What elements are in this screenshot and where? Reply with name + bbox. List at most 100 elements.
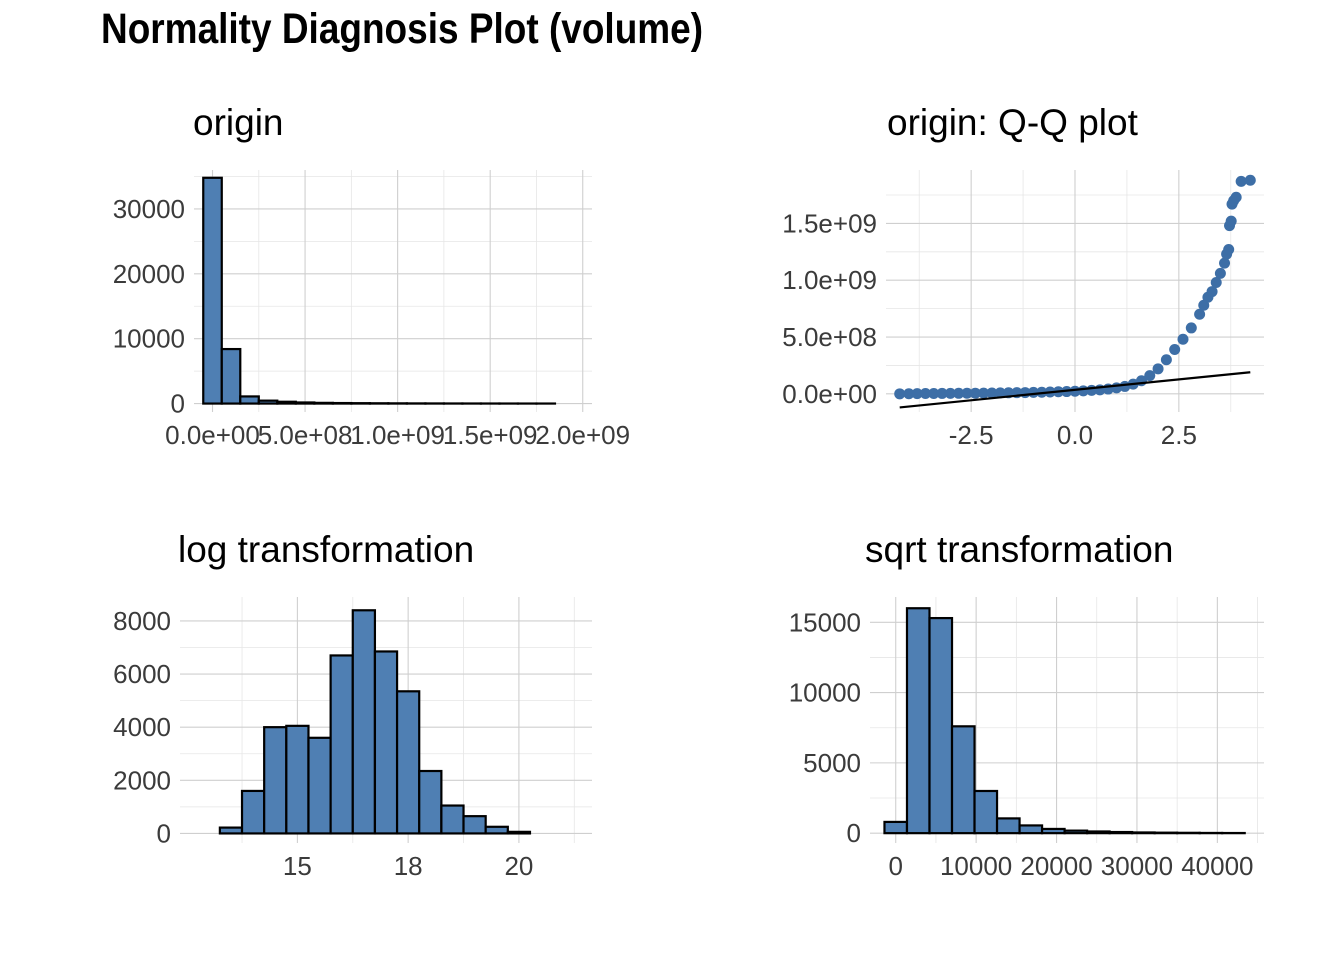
x-tick-label: 18: [394, 851, 423, 881]
qq-point: [919, 388, 931, 400]
histogram-bar: [506, 830, 532, 835]
qq-point: [936, 387, 948, 399]
histogram-bar: [276, 400, 297, 405]
qq-point: [1144, 370, 1156, 382]
histogram-bar: [240, 789, 266, 835]
y-tick-label: 6000: [113, 659, 171, 689]
qq-point: [994, 387, 1006, 399]
x-tick-label: 2.5: [1161, 420, 1197, 450]
histogram-bar: [395, 690, 421, 835]
qq-point: [1177, 333, 1189, 345]
qq-point: [1152, 363, 1164, 375]
histogram-bar: [462, 815, 487, 835]
x-tick-label: 1.0e+09: [350, 420, 445, 450]
histogram-bar: [307, 736, 332, 835]
histogram-bar: [928, 616, 954, 835]
x-tick-label: 30000: [1101, 851, 1173, 881]
x-tick-label: 0: [888, 851, 902, 881]
histogram-bar: [973, 789, 999, 835]
qq-point: [1069, 385, 1081, 397]
histogram-bar: [440, 804, 465, 835]
y-tick-label: 20000: [113, 259, 185, 289]
qq-point: [894, 388, 906, 400]
qq-point: [1230, 191, 1242, 203]
panel-origin: origin 0.0e+005.0e+081.0e+091.5e+092.0e+0…: [113, 102, 630, 450]
qq-point: [1223, 244, 1235, 256]
x-tick-label: 40000: [1181, 851, 1253, 881]
histogram-bar: [257, 399, 279, 405]
qq-point: [986, 387, 998, 399]
qq-point: [903, 388, 915, 400]
histogram-bar: [329, 654, 354, 835]
qq-point: [1160, 354, 1172, 366]
x-tick-label: 10000: [940, 851, 1012, 881]
histogram-bar: [263, 726, 288, 835]
qq-point: [969, 387, 981, 399]
x-tick-label: 1.5e+09: [443, 420, 538, 450]
histogram-bar: [905, 607, 931, 835]
y-tick-label: 1.0e+09: [782, 265, 877, 295]
qq-point: [911, 388, 923, 400]
histogram-bar: [1040, 827, 1066, 835]
y-tick-label: 10000: [789, 678, 861, 708]
page-title: Normality Diagnosis Plot (volume): [101, 5, 704, 53]
histogram-bar: [950, 725, 976, 835]
qq-point: [1225, 215, 1237, 227]
histogram-bar: [484, 825, 509, 835]
qq-point: [1235, 175, 1247, 187]
histogram-bar: [218, 826, 244, 835]
x-tick-label: 20000: [1020, 851, 1092, 881]
y-tick-label: 30000: [113, 194, 185, 224]
qq-point: [1185, 322, 1197, 334]
panel-title: origin: Q-Q plot: [887, 102, 1139, 143]
qq-point: [1169, 344, 1181, 356]
x-tick-label: 0.0: [1057, 420, 1093, 450]
histogram-bar: [294, 401, 316, 405]
histogram-bar: [331, 401, 353, 405]
y-tick-label: 15000: [789, 607, 861, 637]
qq-point: [1206, 286, 1218, 298]
histogram-bar: [1086, 830, 1111, 835]
histogram-bar: [1131, 831, 1156, 835]
y-tick-label: 1.5e+09: [782, 208, 877, 238]
y-tick-label: 0: [157, 818, 171, 848]
x-tick-label: -2.5: [949, 420, 994, 450]
histogram-bar: [418, 769, 443, 835]
histogram-bar: [1018, 824, 1044, 835]
qq-reference-line: [899, 371, 1251, 409]
qq-point: [1219, 257, 1231, 269]
x-tick-label: 5.0e+08: [258, 420, 353, 450]
histogram-bar: [313, 401, 334, 405]
histogram-bar: [202, 176, 223, 405]
y-tick-label: 5000: [803, 748, 861, 778]
histogram-bar: [373, 650, 399, 835]
qq-point: [1244, 174, 1256, 186]
panel-title: origin: [193, 102, 284, 143]
qq-point: [944, 387, 956, 399]
qq-point: [953, 387, 965, 399]
histogram-bar: [1108, 830, 1134, 835]
y-tick-label: 10000: [113, 324, 185, 354]
qq-point: [1194, 308, 1206, 320]
histogram-bar: [351, 609, 377, 835]
histogram-bar: [995, 817, 1021, 835]
qq-point: [928, 387, 940, 399]
y-tick-label: 4000: [113, 712, 171, 742]
y-tick-label: 2000: [113, 765, 171, 795]
y-tick-label: 5.0e+08: [782, 322, 877, 352]
x-tick-label: 2.0e+09: [535, 420, 630, 450]
y-tick-label: 0: [847, 818, 861, 848]
panel-sqrt: sqrt transformation 0 10000 20000 30000 40000…: [789, 529, 1264, 881]
panel-qq: origin: Q-Q plot -2.5 0.0 2.5 0.0e+00 5.0e+08…: [782, 102, 1264, 450]
panel-title: log transformation: [178, 529, 474, 570]
x-tick-label: 15: [283, 851, 312, 881]
y-tick-label: 8000: [113, 606, 171, 636]
histogram-bar: [239, 395, 260, 405]
qq-point: [978, 387, 990, 399]
panel-log: log transformation 15 18 20 0 2000 4000 6000 800…: [113, 529, 592, 881]
panel-title: sqrt transformation: [865, 529, 1173, 570]
histogram-bar: [285, 724, 310, 835]
x-tick-label: 20: [504, 851, 533, 881]
histogram-bar: [883, 820, 909, 835]
